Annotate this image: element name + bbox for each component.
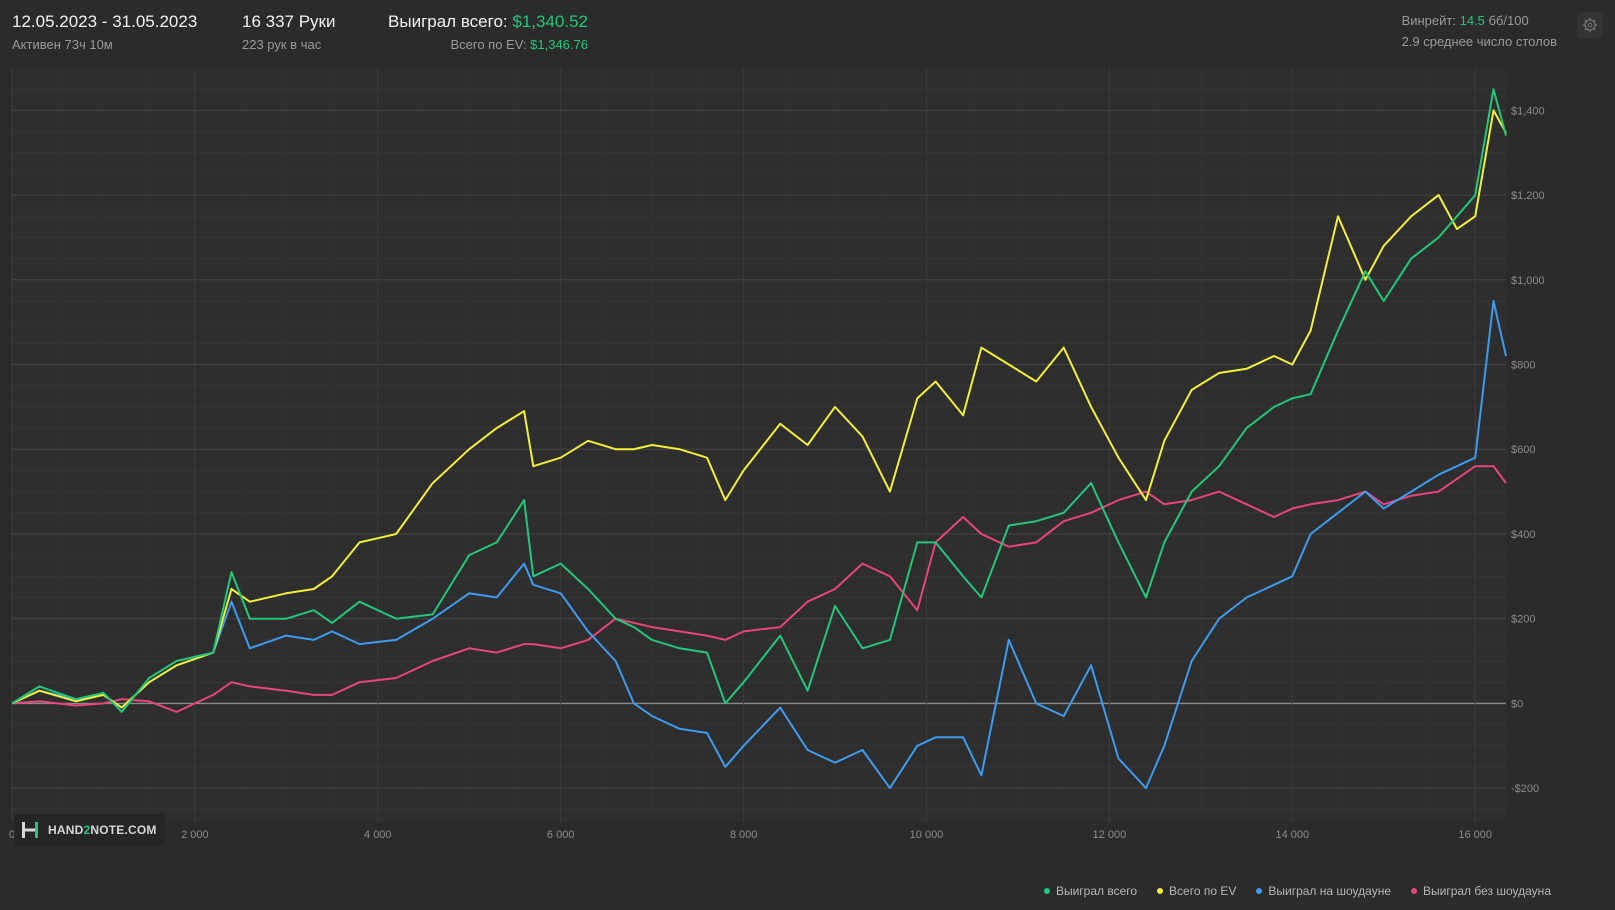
winrate-unit: бб/100 (1488, 13, 1529, 28)
winrate-block: Винрейт: 14.5 бб/100 2.9 среднее число с… (1402, 13, 1557, 49)
profit-chart: -$200 $0 $200 $400 $600 $800 $1,000 $1,200 $1,40… (9, 68, 1545, 841)
y-tick-label: $600 (1511, 444, 1535, 456)
x-tick-label: 16 000 (1458, 829, 1492, 841)
x-tick-label: 6 000 (547, 829, 575, 841)
legend-dot-icon (1157, 888, 1164, 894)
won-total-label: Выиграл всего: (388, 12, 508, 31)
tables-avg: 2.9 среднее число столов (1401, 34, 1557, 49)
legend-item[interactable]: Выиграл без шоудауна (1411, 884, 1551, 898)
winrate-label: Винрейт: (1401, 13, 1456, 28)
x-tick-label: 2 000 (181, 829, 209, 841)
y-tick-label: $1,400 (1511, 105, 1545, 117)
y-tick-label: -$200 (1511, 783, 1539, 795)
gear-icon (1582, 17, 1598, 33)
hand2note-logo-icon (22, 822, 38, 838)
won-total-value: $1,340.52 (512, 12, 588, 31)
won-block: Выиграл всего: $1,340.52 Всего по EV: $1… (374, 12, 588, 52)
plot-area (12, 68, 1506, 822)
series-line-ev (11, 109, 1507, 709)
legend-label: Всего по EV (1169, 884, 1237, 898)
y-tick-label: $1,000 (1511, 275, 1545, 287)
settings-button[interactable] (1577, 12, 1603, 38)
y-tick-label: $200 (1511, 614, 1535, 626)
hands-count: 16 337 Руки (242, 12, 336, 31)
ev-label: Всего по EV: (450, 37, 527, 52)
legend-label: Выиграл без шоудауна (1423, 884, 1551, 898)
ev-value: $1,346.76 (530, 37, 588, 52)
series-line-won-total (11, 88, 1507, 713)
x-tick-label: 8 000 (730, 829, 758, 841)
legend-item[interactable]: Выиграл на шоудауне (1256, 884, 1391, 898)
x-tick-label: 4 000 (364, 829, 392, 841)
active-time: Активен 73ч 10м (12, 37, 113, 52)
legend-dot-icon (1411, 888, 1417, 894)
chart-legend: Выиграл всего Всего по EV Выиграл на шоуда… (1043, 884, 1551, 898)
x-tick-label: 0 (9, 829, 15, 841)
series-line-showdown (11, 300, 1507, 790)
legend-dot-icon (1256, 888, 1263, 894)
legend-item[interactable]: Выиграл всего (1043, 884, 1138, 898)
stats-header: 12.05.2023 - 31.05.2023 Активен 73ч 10м … (0, 0, 1615, 62)
date-block: 12.05.2023 - 31.05.2023 Активен 73ч 10м (12, 12, 197, 52)
hand2note-logo: HAND2NOTE.COM (14, 814, 165, 846)
x-tick-label: 12 000 (1093, 829, 1127, 841)
hand2note-logo-text: HAND2NOTE.COM (48, 823, 157, 837)
x-tick-label: 10 000 (910, 829, 944, 841)
date-range: 12.05.2023 - 31.05.2023 (12, 12, 198, 31)
x-tick-label: 14 000 (1275, 829, 1309, 841)
legend-dot-icon (1043, 888, 1050, 894)
y-tick-label: $1,200 (1511, 190, 1545, 202)
y-tick-label: $0 (1511, 698, 1523, 710)
winrate-value: 14.5 (1459, 13, 1485, 28)
hands-block: 16 337 Руки 223 рук в час (242, 12, 336, 52)
legend-item[interactable]: Всего по EV (1157, 884, 1236, 898)
legend-label: Выиграл на шоудауне (1268, 884, 1391, 898)
y-tick-label: $800 (1511, 360, 1535, 372)
hands-per-hour: 223 рук в час (242, 37, 322, 52)
y-tick-label: $400 (1511, 529, 1535, 541)
series-line-non-showdown (11, 465, 1507, 713)
legend-label: Выиграл всего (1055, 884, 1138, 898)
